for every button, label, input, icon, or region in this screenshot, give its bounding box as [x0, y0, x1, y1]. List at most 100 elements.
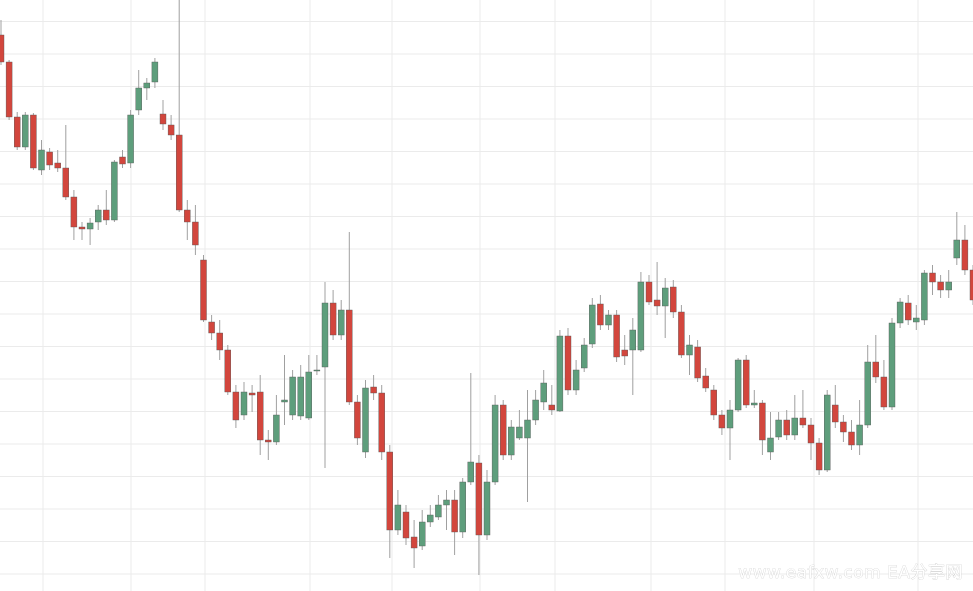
candle-body	[273, 414, 280, 443]
candle-body	[791, 417, 798, 436]
candle-body	[200, 259, 207, 321]
candle-body	[346, 309, 353, 403]
candle-body	[888, 322, 896, 408]
candle-body	[402, 511, 410, 539]
candle-body	[362, 387, 369, 453]
candle-body	[38, 149, 45, 171]
candle-body	[726, 409, 734, 429]
candle-body	[710, 389, 717, 416]
candle-body	[848, 431, 855, 446]
candle-body	[678, 311, 685, 356]
candle-body	[297, 376, 304, 417]
candle-body	[30, 114, 37, 169]
candle-body	[265, 439, 272, 443]
candle-body	[961, 239, 969, 271]
candle-body	[815, 442, 823, 471]
candle-body	[945, 281, 952, 291]
candle-body	[694, 346, 701, 379]
candle-body	[702, 375, 709, 389]
vertical-grid	[42, 0, 919, 591]
candle-body	[581, 344, 588, 369]
candle-body	[127, 114, 134, 164]
candle-body	[0, 34, 5, 63]
candle-body	[224, 349, 232, 393]
candle-body	[807, 424, 815, 444]
candle-body	[953, 239, 960, 259]
candle-body	[240, 391, 248, 416]
candle-body	[670, 286, 677, 313]
candle-body	[759, 402, 766, 441]
candle-body	[508, 426, 515, 456]
candle-body	[103, 209, 110, 221]
candle-body	[22, 114, 29, 148]
candle-body	[451, 499, 458, 533]
candle-body	[386, 451, 393, 531]
candle-body	[832, 404, 839, 423]
candle-body	[281, 399, 288, 403]
candle-body	[370, 386, 377, 394]
candle-body	[662, 287, 669, 307]
candle-body	[78, 226, 86, 230]
candle-body	[589, 304, 596, 345]
candle-body	[54, 162, 61, 169]
candle-body	[864, 361, 871, 426]
candle-body	[799, 417, 807, 426]
candle-body	[62, 167, 69, 198]
candle-body	[524, 419, 531, 439]
candle-body	[321, 302, 329, 368]
candle-body	[767, 437, 774, 453]
candle-body	[443, 499, 450, 506]
candle-body	[734, 359, 742, 411]
candle-body	[629, 329, 636, 351]
candle-body	[653, 299, 661, 307]
candle-body	[119, 156, 126, 165]
candle-body	[394, 504, 402, 531]
candle-body	[637, 281, 645, 351]
candle-body	[824, 394, 831, 471]
candle-body	[459, 481, 466, 533]
candle-body	[5, 61, 13, 118]
watermark: www.eafxw.com EA分享网	[738, 563, 963, 583]
candle-body	[483, 481, 491, 536]
candle-body	[751, 402, 758, 406]
candle-body	[208, 321, 215, 334]
candle-body	[913, 317, 920, 323]
candle-body	[248, 392, 256, 396]
candle-body	[872, 361, 879, 378]
candle-body	[257, 391, 264, 441]
candle-body	[86, 222, 94, 230]
candle-body	[329, 302, 337, 336]
candle-body	[532, 399, 539, 421]
candle-body	[159, 113, 167, 125]
candle-body	[184, 209, 191, 223]
candle-body	[921, 272, 928, 321]
candle-body	[167, 124, 175, 136]
candle-body	[564, 335, 572, 391]
candle-body	[216, 332, 223, 351]
candle-body	[175, 134, 183, 211]
candle-body	[435, 504, 442, 518]
candle-body	[135, 87, 142, 111]
candle-body	[427, 514, 434, 523]
candle-body	[856, 424, 863, 446]
candle-body	[597, 303, 604, 326]
candle-body	[491, 404, 499, 483]
candle-body	[880, 376, 888, 408]
candle-body	[305, 371, 312, 419]
candle-body	[556, 335, 564, 412]
candle-body	[783, 419, 790, 436]
candle-body	[13, 116, 21, 148]
candle-body	[70, 196, 78, 228]
candle-body	[354, 401, 361, 439]
candle-body	[686, 344, 693, 356]
candle-body	[378, 392, 385, 453]
candle-body	[905, 302, 912, 321]
candle-body	[572, 369, 580, 391]
candle-body	[718, 414, 726, 429]
candle-body	[645, 281, 653, 303]
candle-body	[775, 419, 782, 438]
candle-body	[143, 82, 151, 89]
candle-body	[621, 349, 628, 357]
